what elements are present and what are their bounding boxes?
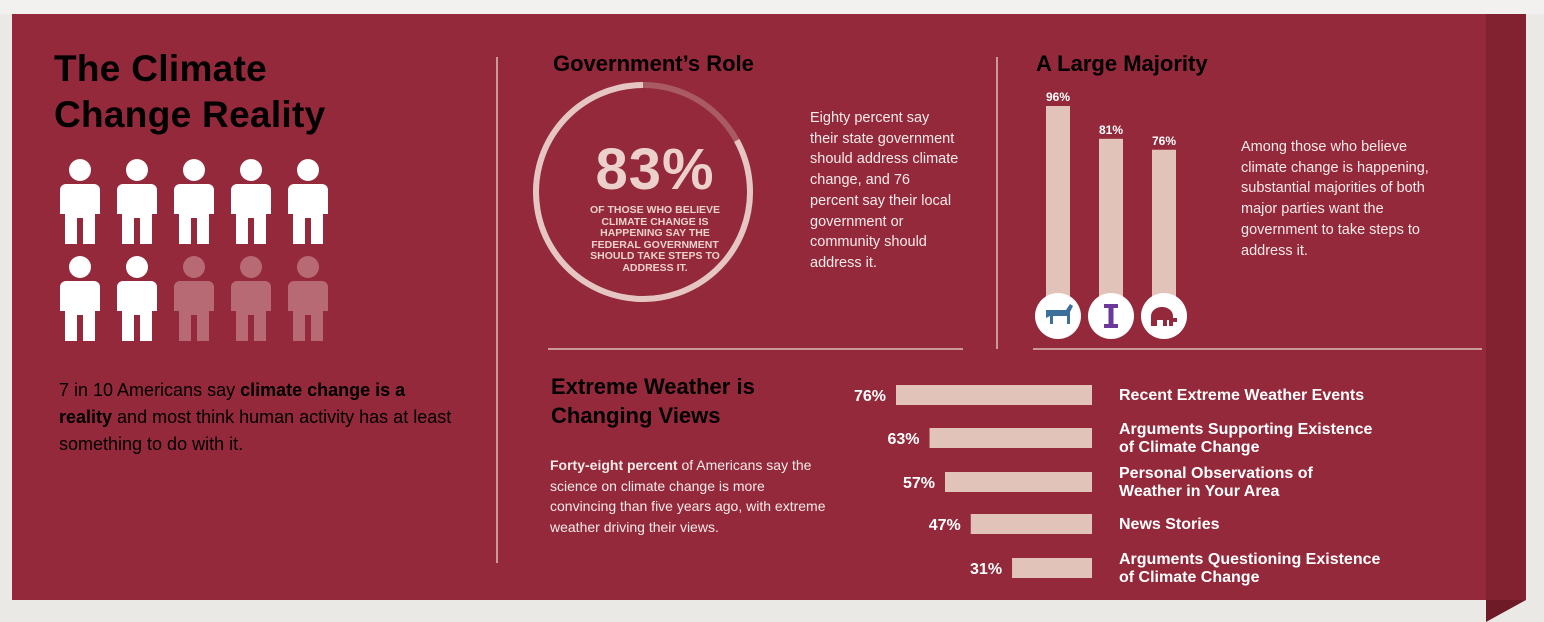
party-bar-label: 81% <box>1099 123 1123 137</box>
party-bar <box>1099 138 1123 316</box>
weather-text: Forty-eight percent of Americans say the… <box>550 455 830 537</box>
people-pictogram <box>46 144 328 341</box>
divider-gov-bottom <box>548 348 963 350</box>
divider-majority-bottom <box>1033 348 1482 350</box>
weather-text-bold: Forty-eight percent <box>550 457 678 473</box>
reality-title-line2: Change Reality <box>54 94 326 135</box>
person-icon <box>174 256 214 341</box>
weather-bar <box>945 472 1092 492</box>
weather-bar <box>896 385 1092 405</box>
party-bar <box>1046 106 1070 316</box>
weather-bar-chart: 76% Recent Extreme Weather Events 63% Argum… <box>854 385 1380 586</box>
republican-icon <box>1141 293 1187 339</box>
reality-text-bold: climate change is a reality <box>59 380 406 427</box>
party-bar-label: 76% <box>1152 134 1176 148</box>
page-top-strip <box>0 0 1544 14</box>
government-side-text: Eighty percent say their state governmen… <box>810 110 959 271</box>
person-icon <box>288 159 328 244</box>
weather-title-line2: Changing Views <box>551 403 721 428</box>
weather-bar-category: Arguments Questioning Existence of Climat… <box>1119 551 1380 586</box>
reality-title: The Climate Change Reality <box>54 46 326 138</box>
person-icon <box>231 256 271 341</box>
party-bar <box>1152 149 1176 316</box>
divider-left <box>496 57 498 563</box>
ring-caption: OF THOSE WHO BELIEVE CLIMATE CHANGE IS H… <box>589 204 721 274</box>
weather-bar <box>929 428 1092 448</box>
weather-title: Extreme Weather is Changing Views <box>551 372 755 430</box>
percent-ring <box>533 82 753 302</box>
majority-title: A Large Majority <box>1036 51 1208 76</box>
independent-icon <box>1088 293 1134 339</box>
weather-bar-category: Arguments Supporting Existence of Climate… <box>1119 421 1372 456</box>
weather-bar-value: 57% <box>903 475 935 492</box>
person-icon <box>60 256 100 341</box>
reality-title-line1: The Climate <box>54 48 268 89</box>
majority-side-text: Among those who believe climate change i… <box>1241 139 1429 259</box>
person-icon <box>60 159 100 244</box>
government-title: Government’s Role <box>553 51 754 76</box>
panel-fold-corner <box>1486 600 1526 622</box>
ring-progress <box>533 82 753 302</box>
person-icon <box>288 256 328 341</box>
reality-text-part2: and most think human activity has at lea… <box>59 407 452 454</box>
weather-bar-category: Recent Extreme Weather Events <box>1119 387 1364 404</box>
weather-bar-value: 47% <box>929 517 961 534</box>
weather-text-rest: of Americans say the science on climate … <box>550 457 826 535</box>
panel-fold-edge <box>1486 14 1526 600</box>
divider-right <box>996 57 998 349</box>
party-bar-chart: 96% 81% 76% <box>1035 90 1187 339</box>
weather-bar-value: 31% <box>970 561 1002 578</box>
big-percent: 83% <box>595 137 715 202</box>
person-icon <box>117 159 157 244</box>
weather-bar <box>970 514 1092 534</box>
weather-bar <box>1012 558 1092 578</box>
weather-title-line1: Extreme Weather is <box>551 374 755 399</box>
weather-bar-category: Personal Observations of Weather in Your … <box>1119 465 1314 500</box>
party-bar-label: 96% <box>1046 90 1070 104</box>
reality-text: 7 in 10 Americans say climate change is … <box>59 377 459 458</box>
weather-bar-value: 76% <box>854 388 886 405</box>
person-icon <box>231 159 271 244</box>
weather-bar-value: 63% <box>887 431 919 448</box>
weather-bar-category: News Stories <box>1119 516 1220 533</box>
person-icon <box>117 256 157 341</box>
democrat-icon <box>1035 293 1081 339</box>
person-icon <box>174 159 214 244</box>
reality-text-part1: 7 in 10 Americans say <box>59 380 241 400</box>
